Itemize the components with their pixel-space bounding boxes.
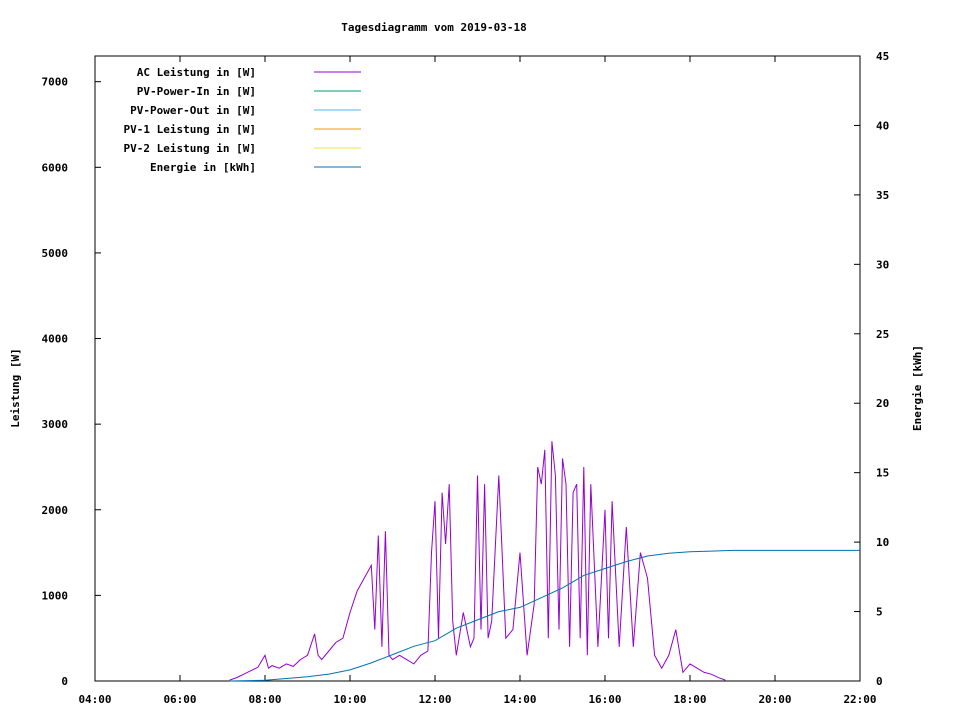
y2-tick-label: 45 [876, 50, 889, 63]
x-tick-label: 18:00 [673, 693, 706, 706]
y2-tick-label: 20 [876, 397, 889, 410]
y-tick-label: 2000 [42, 504, 69, 517]
y2-tick-label: 0 [876, 675, 883, 688]
y2-axis-label: Energie [kWh] [911, 345, 924, 431]
x-tick-label: 20:00 [758, 693, 791, 706]
x-tick-label: 22:00 [843, 693, 876, 706]
x-tick-label: 16:00 [588, 693, 621, 706]
legend-label: AC Leistung in [W] [137, 66, 256, 79]
x-tick-label: 10:00 [333, 693, 366, 706]
y-tick-label: 5000 [42, 247, 69, 260]
x-tick-label: 08:00 [248, 693, 281, 706]
y-tick-label: 0 [61, 675, 68, 688]
y-tick-label: 7000 [42, 76, 69, 89]
y-axis-label: Leistung [W] [9, 348, 22, 427]
legend-label: Energie in [kWh] [150, 161, 256, 174]
legend-label: PV-1 Leistung in [W] [124, 123, 256, 136]
y-tick-label: 4000 [42, 333, 69, 346]
legend-label: PV-Power-In in [W] [137, 85, 256, 98]
y2-tick-label: 35 [876, 189, 889, 202]
legend-label: PV-Power-Out in [W] [130, 104, 256, 117]
y2-tick-label: 15 [876, 467, 889, 480]
x-tick-label: 14:00 [503, 693, 536, 706]
x-tick-label: 12:00 [418, 693, 451, 706]
series-line-5 [229, 549, 860, 682]
plot-frame [94, 55, 861, 682]
y-tick-label: 1000 [42, 589, 69, 602]
y2-tick-label: 30 [876, 258, 889, 271]
axis-ticks: 04:00 06:00 08:00 10:00 12:00 14:00 16:00 18:00… [42, 50, 890, 706]
y2-tick-label: 25 [876, 328, 889, 341]
x-tick-label: 04:00 [78, 693, 111, 706]
y2-tick-label: 5 [876, 606, 883, 619]
y2-tick-label: 40 [876, 119, 889, 132]
chart-title: Tagesdiagramm vom 2019-03-18 [341, 21, 526, 34]
y2-tick-label: 10 [876, 536, 889, 549]
series-lines [229, 441, 860, 682]
legend: AC Leistung in [W] PV-Power-In in [W] PV-P… [124, 66, 361, 174]
x-tick-label: 06:00 [163, 693, 196, 706]
y-tick-label: 3000 [42, 418, 69, 431]
legend-label: PV-2 Leistung in [W] [124, 142, 256, 155]
y-tick-label: 6000 [42, 161, 69, 174]
series-line-0 [229, 441, 726, 681]
